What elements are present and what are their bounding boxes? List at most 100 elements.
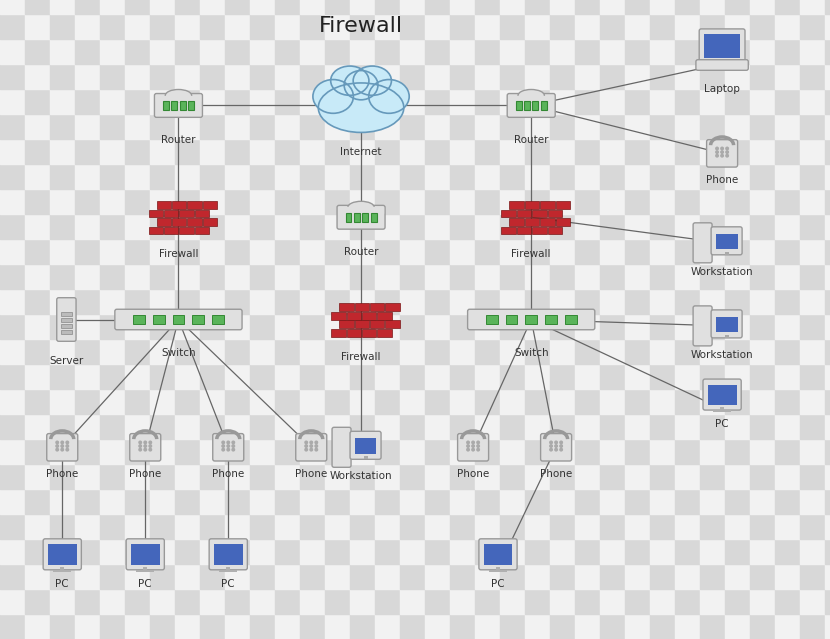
Bar <box>0 39 25 64</box>
Bar <box>675 189 700 214</box>
Bar <box>725 489 750 514</box>
Bar <box>100 389 125 414</box>
Bar <box>700 14 725 39</box>
Bar <box>275 0 300 14</box>
Bar <box>700 439 725 464</box>
Bar <box>675 89 700 114</box>
Bar <box>175 414 200 439</box>
Bar <box>775 614 800 639</box>
Bar <box>0 214 25 239</box>
Bar <box>675 14 700 39</box>
Bar <box>275 214 300 239</box>
Bar <box>575 539 600 564</box>
Circle shape <box>139 445 141 447</box>
Bar <box>345 213 351 222</box>
Bar <box>50 0 75 14</box>
Bar <box>400 39 425 64</box>
Bar <box>540 219 554 226</box>
Bar <box>800 339 825 364</box>
Bar <box>125 514 150 539</box>
Bar <box>100 564 125 589</box>
Bar <box>200 289 225 314</box>
FancyBboxPatch shape <box>154 93 203 118</box>
Bar <box>0 139 25 164</box>
Bar <box>775 314 800 339</box>
Bar <box>550 114 575 139</box>
Bar <box>525 189 550 214</box>
Bar <box>800 389 825 414</box>
Bar <box>300 64 325 89</box>
Bar <box>475 589 500 614</box>
Bar <box>275 164 300 189</box>
Bar <box>175 514 200 539</box>
Circle shape <box>227 441 230 443</box>
Bar <box>500 614 525 639</box>
Bar <box>0 439 25 464</box>
Bar <box>725 0 750 14</box>
FancyBboxPatch shape <box>295 434 327 461</box>
Bar <box>370 304 384 311</box>
Bar <box>825 464 830 489</box>
Bar <box>625 464 650 489</box>
Bar <box>75 64 100 89</box>
Bar <box>350 614 375 639</box>
Bar <box>133 314 145 325</box>
Bar <box>525 514 550 539</box>
Bar <box>150 364 175 389</box>
Bar <box>425 289 450 314</box>
Bar <box>400 14 425 39</box>
Bar <box>545 314 557 325</box>
Bar <box>650 364 675 389</box>
Bar <box>25 314 50 339</box>
Bar <box>0 564 25 589</box>
Bar <box>750 139 775 164</box>
Bar <box>150 589 175 614</box>
Bar <box>175 389 200 414</box>
Bar <box>575 614 600 639</box>
Bar <box>700 239 725 264</box>
Bar <box>325 289 350 314</box>
Bar <box>150 539 175 564</box>
Bar <box>675 489 700 514</box>
Bar <box>475 514 500 539</box>
Bar <box>163 101 168 110</box>
Bar <box>125 14 150 39</box>
Bar <box>475 189 500 214</box>
Bar <box>675 464 700 489</box>
Bar <box>150 289 175 314</box>
Bar <box>300 114 325 139</box>
Bar <box>650 489 675 514</box>
FancyBboxPatch shape <box>46 434 78 461</box>
Bar <box>475 439 500 464</box>
Bar <box>250 414 275 439</box>
Bar <box>825 414 830 439</box>
Bar <box>575 464 600 489</box>
Bar <box>725 614 750 639</box>
Bar <box>400 189 425 214</box>
Bar <box>0 89 25 114</box>
Bar <box>750 389 775 414</box>
Bar <box>515 101 521 110</box>
Bar <box>425 39 450 64</box>
Bar <box>675 239 700 264</box>
Bar <box>275 589 300 614</box>
FancyBboxPatch shape <box>507 93 555 118</box>
Bar <box>225 314 250 339</box>
Bar <box>375 64 400 89</box>
Bar <box>50 564 75 589</box>
Bar <box>525 614 550 639</box>
FancyBboxPatch shape <box>540 434 572 461</box>
Bar <box>0 364 25 389</box>
Bar <box>725 64 750 89</box>
Bar <box>725 314 750 339</box>
Bar <box>800 589 825 614</box>
Bar <box>300 514 325 539</box>
Bar <box>625 114 650 139</box>
Bar <box>400 64 425 89</box>
Bar <box>425 364 450 389</box>
Bar <box>625 164 650 189</box>
Bar <box>725 589 750 614</box>
Bar <box>725 464 750 489</box>
Bar <box>362 312 377 320</box>
Bar <box>25 589 50 614</box>
